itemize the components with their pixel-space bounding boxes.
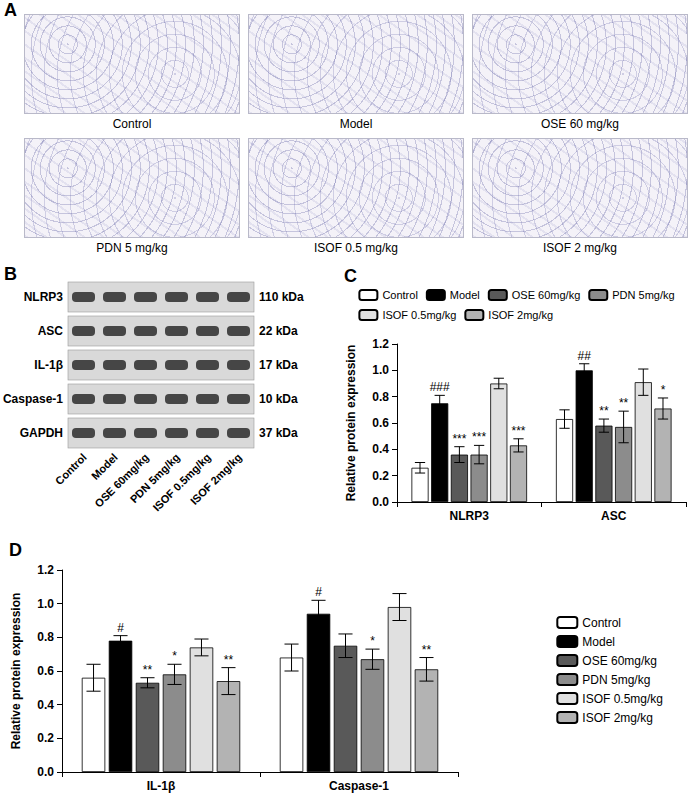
svg-text:PDN 5mg/kg: PDN 5mg/kg	[582, 673, 650, 687]
svg-text:Caspase-1: Caspase-1	[3, 392, 63, 406]
svg-text:PDN 5mg/kg: PDN 5mg/kg	[612, 289, 674, 301]
svg-text:Relative protein expression: Relative protein expression	[344, 345, 358, 502]
svg-text:#: #	[117, 621, 124, 635]
svg-text:110 kDa: 110 kDa	[259, 290, 304, 304]
svg-text:Control: Control	[582, 616, 621, 630]
svg-text:0.6: 0.6	[37, 664, 54, 678]
svg-text:***: ***	[452, 432, 466, 446]
svg-text:**: **	[619, 396, 629, 410]
html-text:ISOF 0.5 mg/kg: ISOF 0.5 mg/kg	[314, 241, 398, 255]
svg-text:Relative protein expression: Relative protein expression	[9, 593, 23, 750]
svg-text:***: ***	[511, 424, 525, 438]
svg-text:Caspase-1: Caspase-1	[329, 779, 389, 793]
svg-text:OSE 60mg/kg: OSE 60mg/kg	[512, 289, 580, 301]
svg-text:ISOF 2mg/kg: ISOF 2mg/kg	[188, 451, 244, 507]
svg-text:NLRP3: NLRP3	[24, 290, 64, 304]
svg-text:0.0: 0.0	[37, 765, 54, 779]
html-text:ISOF 2 mg/kg: ISOF 2 mg/kg	[543, 241, 617, 255]
svg-text:IL-1β: IL-1β	[147, 779, 176, 793]
svg-text:0.0: 0.0	[372, 495, 389, 509]
svg-text:C: C	[344, 266, 357, 286]
html-text:OSE 60 mg/kg: OSE 60 mg/kg	[541, 117, 619, 131]
svg-text:ASC: ASC	[38, 324, 64, 338]
svg-text:22 kDa: 22 kDa	[259, 324, 298, 338]
svg-text:37 kDa: 37 kDa	[259, 426, 298, 440]
svg-text:0.8: 0.8	[372, 390, 389, 404]
svg-text:1.2: 1.2	[37, 563, 54, 577]
svg-text:***: ***	[472, 430, 486, 444]
svg-text:###: ###	[430, 380, 450, 394]
svg-text:*: *	[661, 383, 666, 397]
svg-text:*: *	[172, 649, 177, 663]
svg-text:**: **	[599, 404, 609, 418]
svg-text:0.8: 0.8	[37, 630, 54, 644]
svg-text:0.2: 0.2	[372, 469, 389, 483]
svg-text:ISOF 0.5mg/kg: ISOF 0.5mg/kg	[382, 309, 456, 321]
svg-text:0.4: 0.4	[372, 442, 389, 456]
svg-text:#: #	[315, 585, 322, 599]
html-text:Model: Model	[339, 117, 373, 131]
svg-text:PDN 5mg/kg: PDN 5mg/kg	[127, 450, 182, 506]
svg-text:IL-1β: IL-1β	[34, 358, 63, 372]
html-text:Control: Control	[112, 117, 152, 131]
svg-text:**: **	[422, 643, 432, 657]
svg-text:ISOF 0.5mg/kg: ISOF 0.5mg/kg	[150, 450, 213, 514]
svg-text:0.2: 0.2	[37, 731, 54, 745]
svg-text:GAPDH: GAPDH	[20, 426, 63, 440]
svg-text:1.2: 1.2	[372, 337, 389, 351]
svg-text:0.6: 0.6	[372, 416, 389, 430]
svg-text:1.0: 1.0	[372, 363, 389, 377]
svg-text:Model: Model	[450, 289, 480, 301]
html-text:B: B	[4, 264, 17, 284]
svg-text:Control: Control	[53, 451, 89, 487]
svg-text:17 kDa: 17 kDa	[259, 358, 298, 372]
svg-text:D: D	[9, 540, 22, 560]
svg-text:##: ##	[578, 349, 592, 363]
svg-text:ISOF 2mg/kg: ISOF 2mg/kg	[488, 309, 553, 321]
svg-text:OSE 60mg/kg: OSE 60mg/kg	[92, 451, 151, 510]
svg-text:NLRP3: NLRP3	[450, 509, 490, 523]
svg-text:ASC: ASC	[601, 509, 627, 523]
svg-text:0.4: 0.4	[37, 698, 54, 712]
svg-text:10 kDa: 10 kDa	[259, 392, 298, 406]
html-text:PDN 5 mg/kg: PDN 5 mg/kg	[96, 241, 168, 255]
svg-text:**: **	[143, 663, 153, 677]
svg-text:*: *	[370, 634, 375, 648]
svg-text:1.0: 1.0	[37, 597, 54, 611]
svg-text:ISOF 2mg/kg: ISOF 2mg/kg	[582, 711, 653, 725]
svg-text:ISOF 0.5mg/kg: ISOF 0.5mg/kg	[582, 692, 663, 706]
svg-text:Control: Control	[382, 289, 417, 301]
svg-text:OSE 60mg/kg: OSE 60mg/kg	[582, 654, 657, 668]
html-text:A: A	[4, 0, 17, 20]
svg-text:Model: Model	[89, 450, 120, 482]
svg-text:**: **	[224, 653, 234, 667]
svg-text:Model: Model	[582, 635, 615, 649]
